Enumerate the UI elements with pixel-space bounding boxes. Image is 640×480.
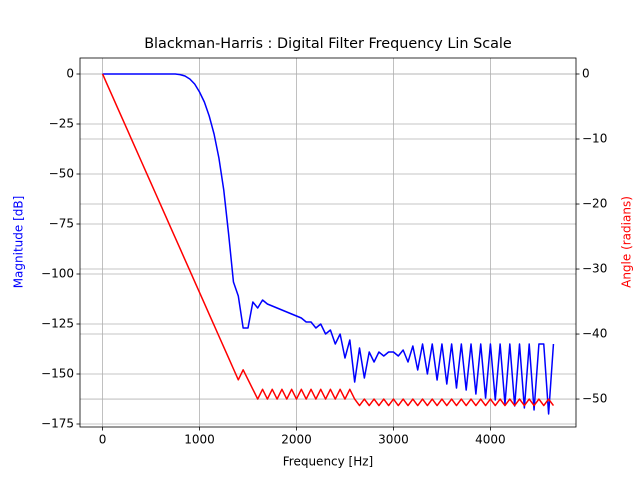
y-tick-label: −175 — [41, 417, 74, 431]
x-tick-label: 0 — [99, 433, 107, 447]
y-tick-label: −150 — [41, 367, 74, 381]
x-tick-label: 2000 — [281, 433, 312, 447]
y-tick-label: 0 — [66, 67, 74, 81]
chart-title: Blackman-Harris : Digital Filter Frequen… — [144, 36, 512, 52]
y2-tick-label: −30 — [582, 262, 607, 276]
y-tick-label: −75 — [49, 217, 74, 231]
x-tick-label: 1000 — [184, 433, 215, 447]
y-tick-label: −25 — [49, 117, 74, 131]
y-tick-label: −100 — [41, 267, 74, 281]
y2-tick-label: −10 — [582, 132, 607, 146]
y-tick-label: −125 — [41, 317, 74, 331]
y2-axis-label: Angle (radians) — [620, 196, 634, 288]
axes-frame — [79, 57, 577, 428]
lines — [101, 73, 555, 415]
x-tick-label: 4000 — [475, 433, 506, 447]
y2-tick-label: −20 — [582, 197, 607, 211]
y2-tick-label: −40 — [582, 327, 607, 341]
y-tick-label: −50 — [49, 167, 74, 181]
x-tick-label: 3000 — [378, 433, 409, 447]
y-axis-label: Magnitude [dB] — [12, 196, 26, 289]
series-line — [102, 73, 555, 415]
x-axis-label: Frequency [Hz] — [283, 455, 374, 469]
series-line — [101, 73, 555, 407]
y2-tick-label: −50 — [582, 392, 607, 406]
y2-tick-label: 0 — [582, 66, 590, 80]
